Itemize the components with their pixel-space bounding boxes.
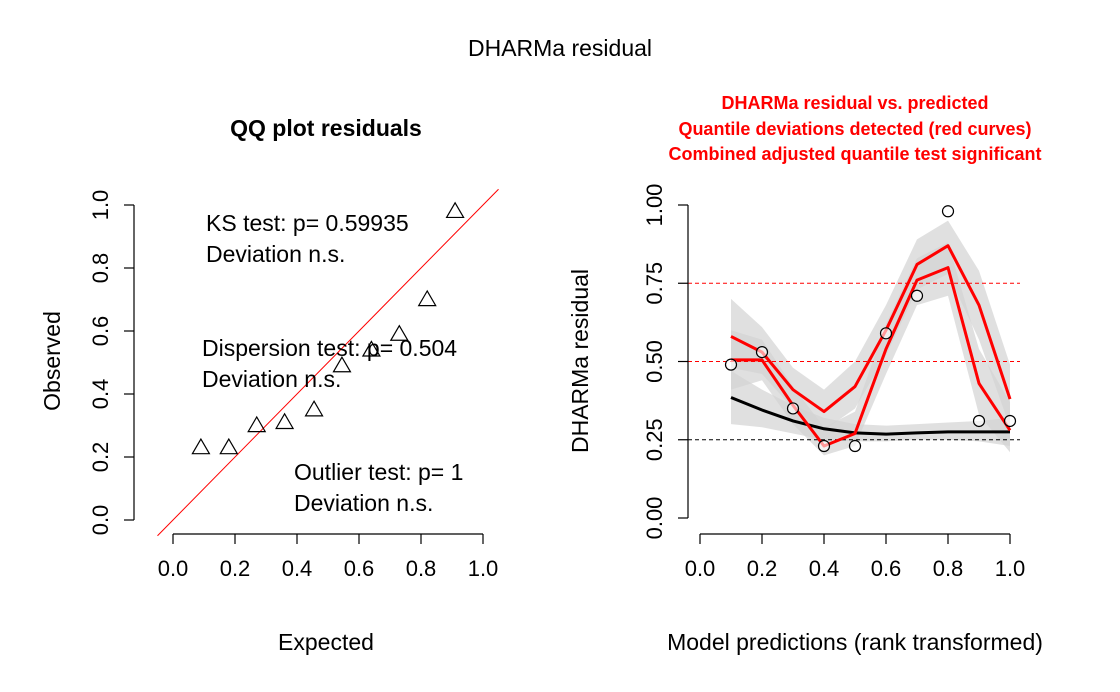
residual-x-tick-label: 1.0 (995, 556, 1026, 581)
residual-point (910, 289, 924, 302)
residual-point (1003, 414, 1017, 428)
residual-quantile-curve-2 (730, 244, 1012, 414)
residual-x-tick-label: 0.8 (933, 556, 964, 581)
residual-x-tick-label: 0.4 (809, 556, 840, 581)
residual-ylabel: DHARMa residual (567, 269, 593, 453)
residual-title: DHARMa residual vs. predicted Quantile d… (668, 93, 1041, 164)
qq-point (332, 355, 352, 373)
qq-point (304, 400, 324, 417)
qq-annotation-line: Deviation n.s. (202, 366, 341, 392)
qq-x-tick-label: 0.6 (344, 556, 375, 581)
residual-point (879, 327, 893, 340)
residual-title-line-1: DHARMa residual vs. predicted (721, 93, 988, 113)
residual-vs-predicted-panel: DHARMa residual vs. predicted Quantile d… (567, 93, 1043, 655)
residual-reference-lines (688, 282, 1020, 441)
residual-y-tick-label: 0.50 (642, 340, 667, 383)
figure-title: DHARMa residual (468, 35, 652, 61)
qq-point (417, 289, 437, 307)
qq-annotation-line: Outlier test: p= 1 (294, 459, 463, 485)
qq-x-tick-label: 0.4 (282, 556, 313, 581)
qq-point (361, 340, 381, 357)
qq-y-tick-label: 0.2 (88, 442, 113, 473)
qq-annotation-line: Dispersion test: p= 0.504 (202, 335, 457, 361)
qq-test-annotations: KS test: p= 0.59935 Deviation n.s. Dispers… (202, 210, 463, 516)
residual-y-tick-label: 0.75 (642, 262, 667, 305)
qq-axes: 0.0 0.2 0.4 0.6 0.8 1.0 0.0 0.2 0.4 0.6 0.8 1.0 (88, 190, 498, 581)
qq-point (247, 415, 267, 433)
residual-title-line-2: Quantile deviations detected (red curves… (678, 119, 1031, 139)
qq-y-tick-label: 1.0 (88, 190, 113, 221)
qq-point (275, 412, 295, 430)
qq-point (219, 437, 239, 455)
qq-y-tick-label: 0.4 (88, 379, 113, 410)
residual-point (786, 402, 800, 415)
residual-confidence-bands (731, 220, 1010, 456)
residual-point (755, 346, 769, 359)
qq-y-tick-label: 0.8 (88, 253, 113, 284)
residual-point (817, 439, 831, 453)
residual-quantile-curve-0 (730, 396, 1010, 436)
residual-point (972, 414, 986, 428)
qq-point (389, 324, 409, 341)
qq-plot-panel: QQ plot residuals 0.0 0.2 0.4 0.6 0.8 1.00.00… (39, 115, 499, 655)
residual-point (941, 205, 955, 218)
residual-point (848, 439, 862, 453)
residual-x-tick-label: 0.2 (747, 556, 778, 581)
residual-quantile-curves (730, 244, 1012, 448)
qq-point (445, 201, 465, 219)
residual-axes: 0.0 0.2 0.4 0.6 0.8 1.0 0.00 0.25 0.50 0.75 1.00 (642, 184, 1025, 581)
residual-y-tick-label: 1.00 (642, 184, 667, 227)
qq-xlabel: Expected (278, 629, 374, 655)
qq-annotation-line: KS test: p= 0.59935 (206, 210, 409, 236)
qq-annotation-line: Deviation n.s. (206, 241, 345, 267)
qq-annotation-line: Deviation n.s. (294, 490, 433, 516)
residual-quantile-curve-1 (731, 266, 1012, 448)
qq-x-tick-label: 1.0 (468, 556, 499, 581)
qq-x-tick-label: 0.2 (220, 556, 251, 581)
qq-ylabel: Observed (39, 311, 65, 411)
qq-reference-line-segment (157, 188, 499, 537)
qq-x-tick-label: 0.0 (158, 556, 189, 581)
residual-y-tick-label: 0.00 (642, 497, 667, 540)
residual-xlabel: Model predictions (rank transformed) (667, 629, 1043, 655)
qq-y-tick-label: 0.6 (88, 316, 113, 347)
qq-title: QQ plot residuals (230, 115, 422, 141)
residual-points (724, 205, 1017, 453)
residual-x-tick-label: 0.0 (685, 556, 716, 581)
qq-points (191, 201, 465, 455)
residual-y-tick-label: 0.25 (642, 418, 667, 461)
residual-x-tick-label: 0.6 (871, 556, 902, 581)
qq-y-tick-label: 0.0 (88, 505, 113, 536)
residual-title-line-3: Combined adjusted quantile test signific… (668, 144, 1041, 164)
residual-band-2 (731, 220, 1010, 431)
qq-point (191, 437, 211, 455)
residual-point (724, 358, 738, 371)
qq-reference-line (157, 188, 499, 537)
qq-x-tick-label: 0.8 (406, 556, 437, 581)
